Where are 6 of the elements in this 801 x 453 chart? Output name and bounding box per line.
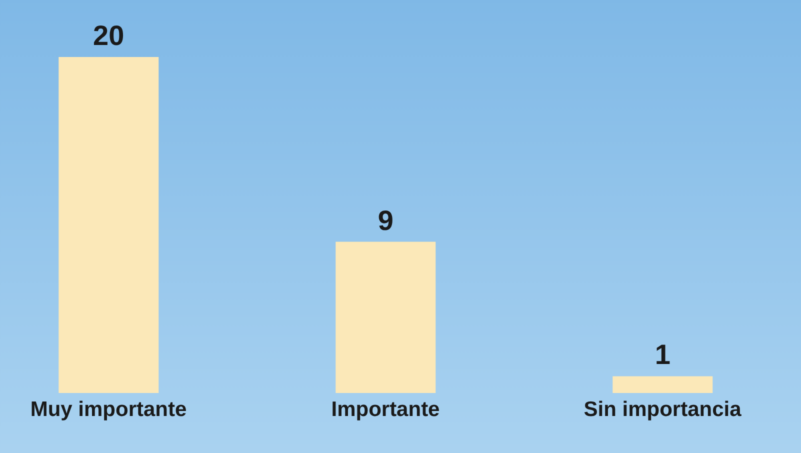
data-label: 20: [93, 20, 124, 51]
data-label: 1: [654, 339, 670, 370]
x-tick-label: Muy importante: [30, 398, 187, 421]
data-label: 9: [378, 204, 394, 236]
x-tick-label: Sin importancia: [584, 398, 742, 421]
x-tick-label: Importante: [331, 398, 440, 421]
